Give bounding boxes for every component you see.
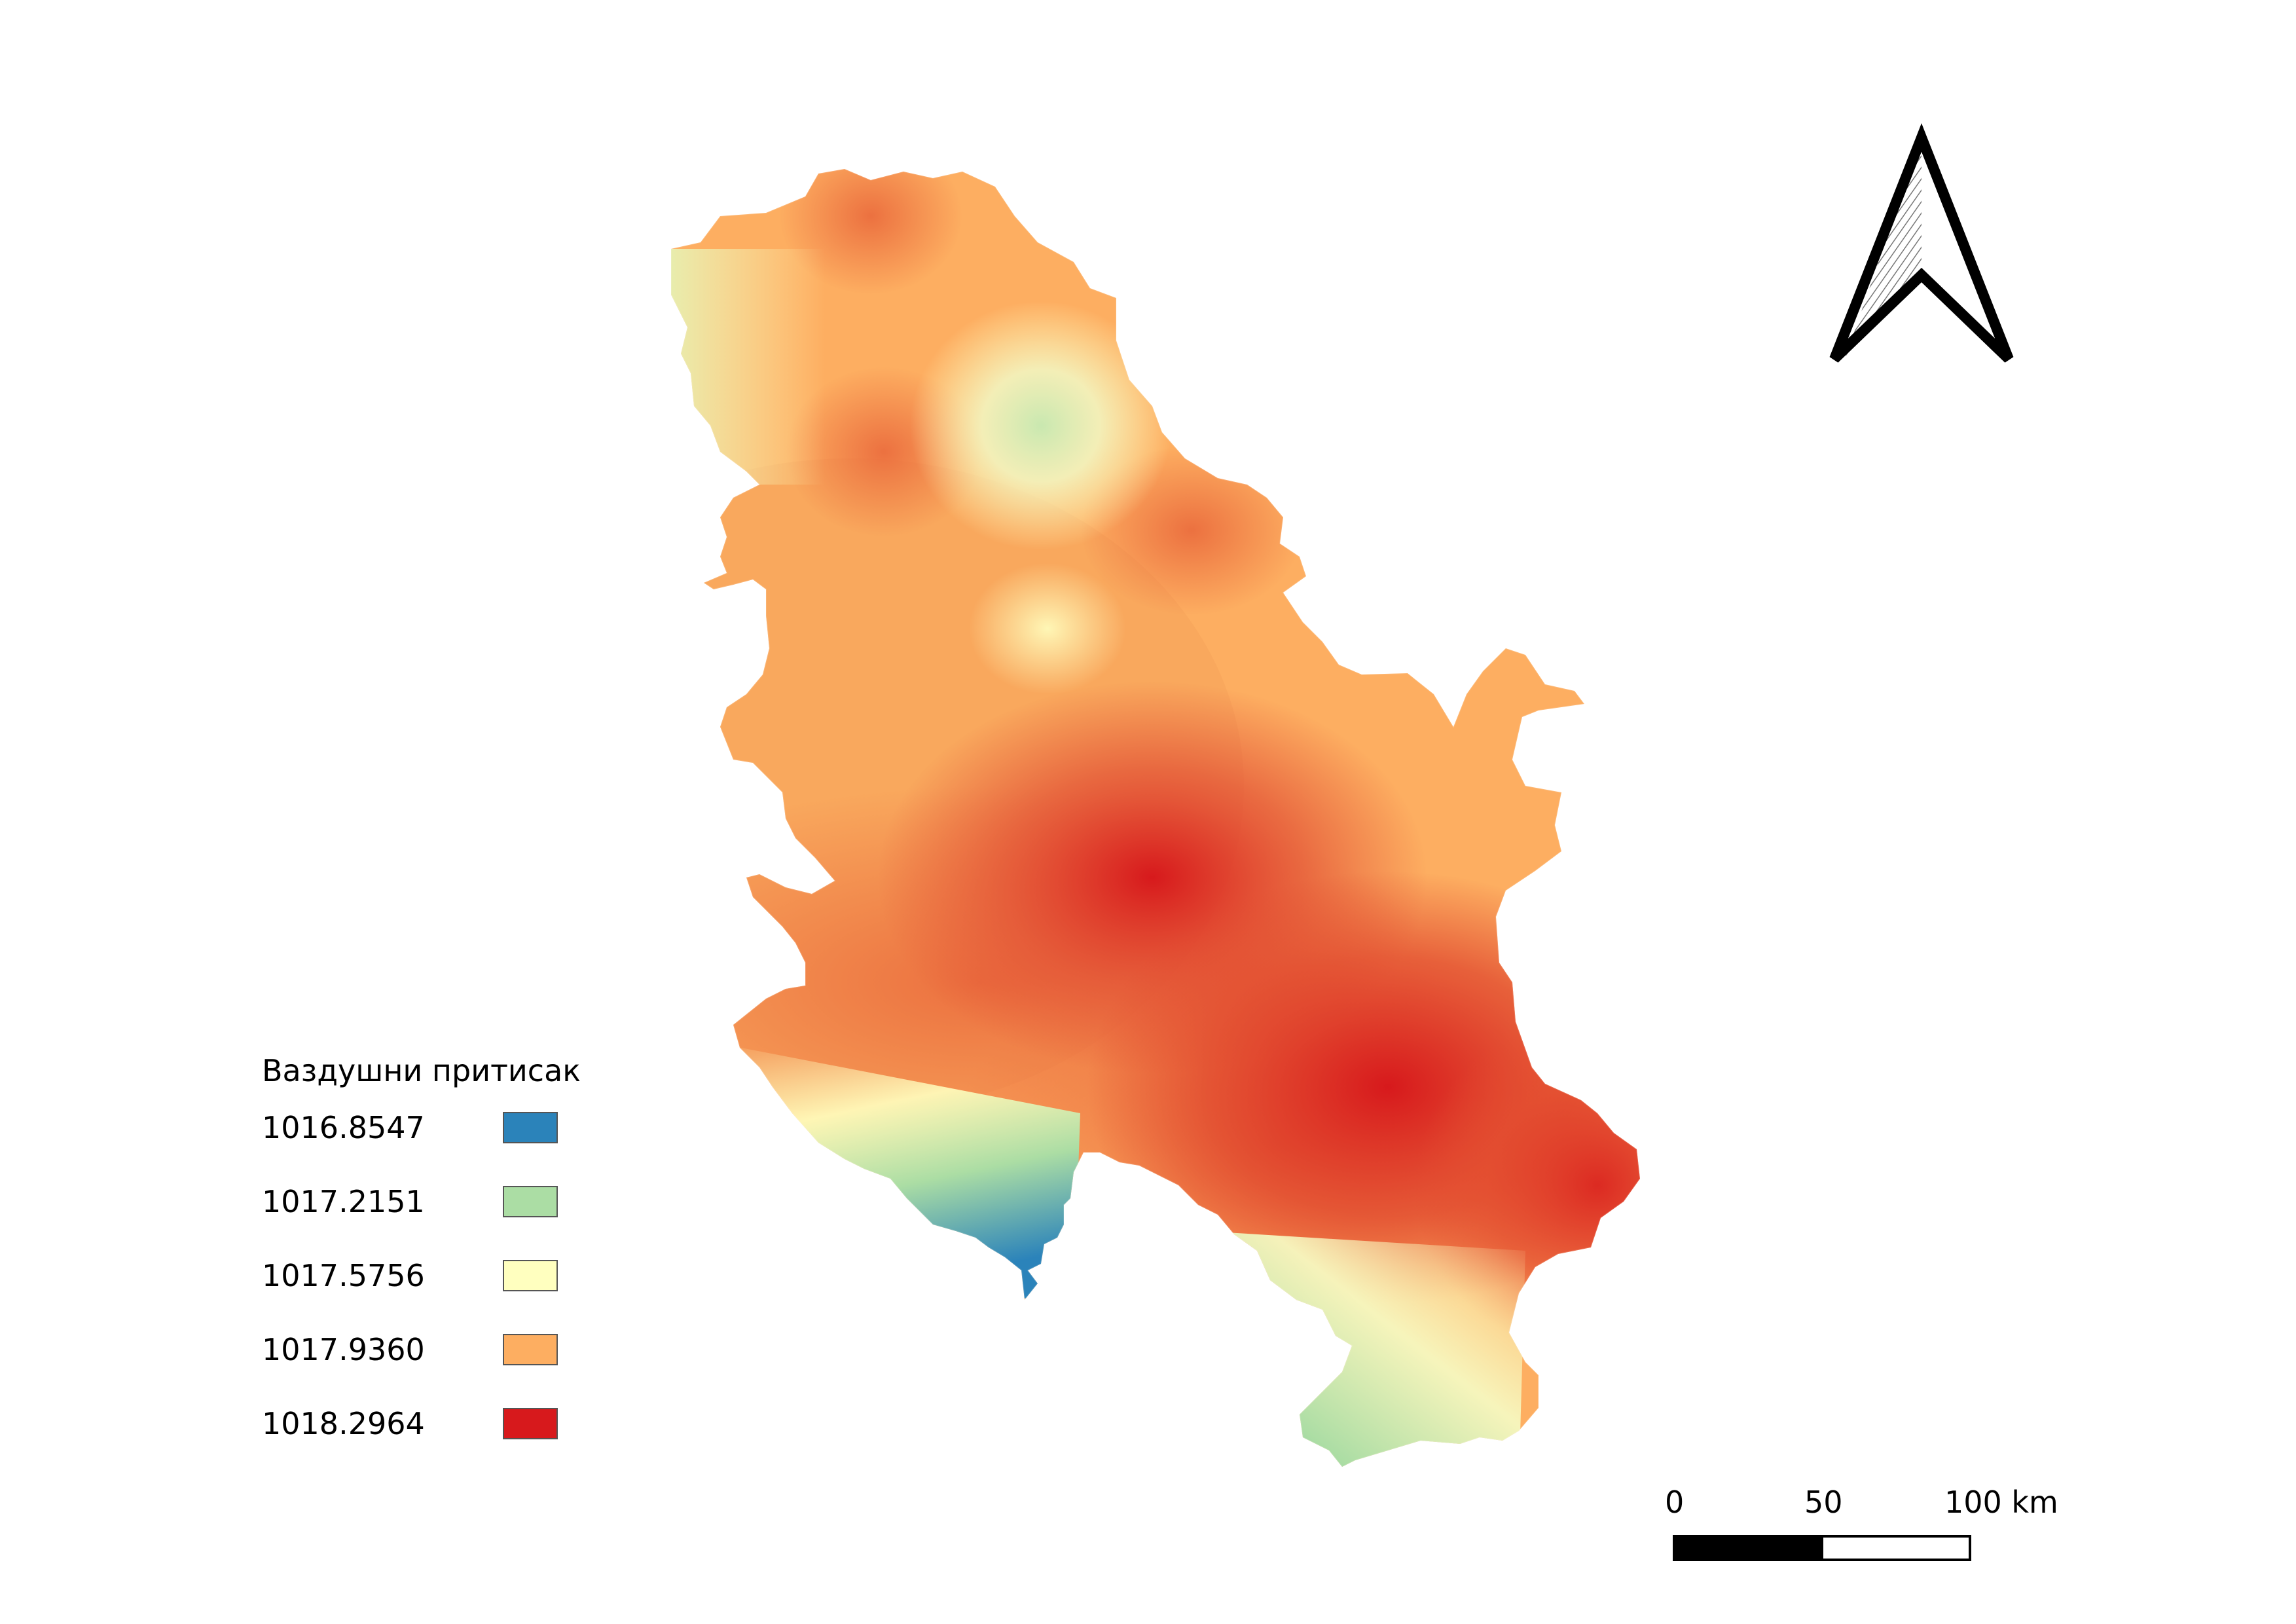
legend-item: 1016.8547 — [262, 1094, 602, 1168]
pressure-raster — [458, 138, 1781, 1480]
legend-item: 1018.2964 — [262, 1390, 602, 1464]
legend-title: Ваздушни притисак — [262, 1048, 602, 1094]
legend-swatch — [503, 1186, 558, 1217]
legend-item-label: 1016.8547 — [262, 1108, 425, 1147]
legend-item: 1017.2151 — [262, 1168, 602, 1242]
legend-swatch — [503, 1334, 558, 1365]
legend-item-label: 1017.9360 — [262, 1330, 425, 1369]
legend-item-label: 1018.2964 — [262, 1404, 425, 1443]
scale-label-100-km: 100 km — [1944, 1484, 2058, 1521]
legend-item: 1017.5756 — [262, 1242, 602, 1316]
legend-swatch — [503, 1408, 558, 1439]
legend-swatch — [503, 1260, 558, 1291]
legend-item-label: 1017.5756 — [262, 1256, 425, 1295]
legend-item: 1017.9360 — [262, 1316, 602, 1390]
north-arrow-icon — [1834, 138, 2009, 359]
scale-label-0: 0 — [1665, 1484, 1684, 1521]
scale-bar-graphic — [1674, 1536, 1970, 1560]
legend-swatch — [503, 1112, 558, 1143]
legend: Ваздушни притисак 1016.8547 1017.2151 10… — [262, 1048, 602, 1464]
scale-label-50: 50 — [1804, 1484, 1843, 1521]
legend-item-label: 1017.2151 — [262, 1182, 425, 1221]
